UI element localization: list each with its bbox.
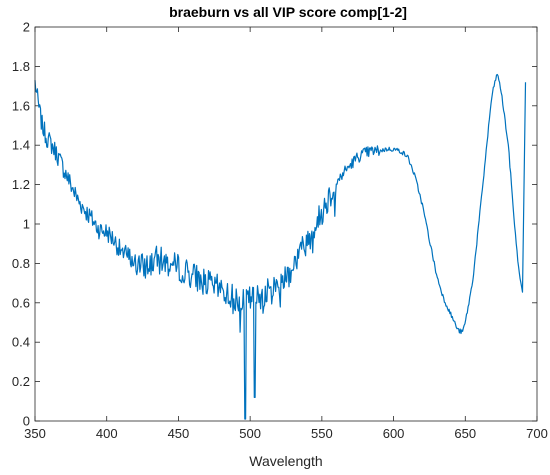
- x-tick-label: 550: [311, 426, 333, 441]
- x-tick-label: 600: [383, 426, 405, 441]
- x-tick-label: 450: [168, 426, 190, 441]
- vip-score-line: [34, 73, 527, 420]
- y-tick-label: 1.4: [12, 138, 30, 153]
- tick-labels: 350 400 450 500 550 600 650 700 0 0.2 0.4 0.6 0.8 1 1.…: [12, 20, 548, 442]
- y-tick-label: 0.6: [12, 295, 30, 310]
- plot-area: [35, 27, 537, 421]
- y-tick-label: 1: [23, 217, 30, 232]
- y-tick-label: 0.2: [12, 374, 30, 389]
- y-tick-label: 0.4: [12, 335, 30, 350]
- chart-title: braeburn vs all VIP score comp[1-2]: [169, 4, 407, 20]
- y-tick-label: 1.8: [12, 59, 30, 74]
- x-tick-label: 400: [96, 426, 118, 441]
- y-tick-label: 1.6: [12, 98, 30, 113]
- x-axis-label: Wavelength: [249, 453, 322, 469]
- x-tick-label: 350: [24, 426, 46, 441]
- x-tick-label: 500: [239, 426, 261, 441]
- y-tick-label: 2: [23, 20, 30, 35]
- x-tick-label: 650: [454, 426, 476, 441]
- y-tick-label: 0.8: [12, 256, 30, 271]
- x-tick-label: 700: [526, 426, 548, 441]
- y-tick-label: 1.2: [12, 177, 30, 192]
- y-tick-label: 0: [23, 414, 30, 429]
- plot-frame: [34, 26, 538, 422]
